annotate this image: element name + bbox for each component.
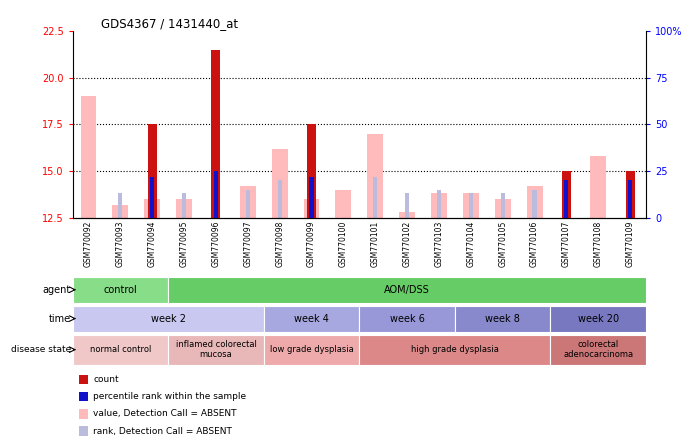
Bar: [628, 180, 632, 218]
Bar: [359, 305, 455, 332]
Bar: [551, 305, 646, 332]
Bar: [562, 171, 571, 218]
Bar: [495, 199, 511, 218]
Text: week 6: week 6: [390, 313, 424, 324]
Text: percentile rank within the sample: percentile rank within the sample: [93, 392, 247, 401]
Text: normal control: normal control: [90, 345, 151, 354]
Bar: [501, 193, 504, 218]
Bar: [214, 171, 218, 218]
Text: rank, Detection Call = ABSENT: rank, Detection Call = ABSENT: [93, 427, 232, 436]
Bar: [405, 193, 409, 218]
Bar: [310, 177, 314, 218]
Bar: [118, 193, 122, 218]
Bar: [565, 180, 569, 218]
Bar: [437, 190, 441, 218]
Text: week 8: week 8: [485, 313, 520, 324]
Text: week 4: week 4: [294, 313, 329, 324]
Bar: [264, 335, 359, 365]
Bar: [240, 186, 256, 218]
Bar: [81, 96, 97, 218]
Bar: [463, 193, 479, 218]
Bar: [211, 50, 220, 218]
Text: control: control: [104, 285, 138, 295]
Bar: [551, 335, 646, 365]
Bar: [310, 190, 314, 218]
Bar: [359, 335, 551, 365]
Bar: [399, 212, 415, 218]
Bar: [307, 124, 316, 218]
Text: low grade dysplasia: low grade dysplasia: [269, 345, 353, 354]
Bar: [168, 277, 646, 303]
Bar: [278, 180, 282, 218]
Text: count: count: [93, 375, 119, 384]
Bar: [628, 190, 632, 218]
Text: time: time: [49, 313, 71, 324]
Bar: [272, 149, 287, 218]
Bar: [625, 171, 634, 218]
Bar: [168, 335, 264, 365]
Bar: [590, 156, 606, 218]
Bar: [73, 305, 264, 332]
Text: AOM/DSS: AOM/DSS: [384, 285, 430, 295]
Bar: [303, 199, 319, 218]
Bar: [113, 205, 129, 218]
Bar: [73, 335, 168, 365]
Text: disease state: disease state: [11, 345, 71, 354]
Bar: [431, 193, 447, 218]
Bar: [176, 199, 192, 218]
Bar: [182, 193, 186, 218]
Bar: [148, 124, 157, 218]
Text: inflamed colorectal
mucosa: inflamed colorectal mucosa: [176, 340, 256, 359]
Bar: [527, 186, 542, 218]
Bar: [246, 190, 250, 218]
Bar: [73, 277, 168, 303]
Text: GDS4367 / 1431440_at: GDS4367 / 1431440_at: [101, 17, 238, 30]
Text: week 20: week 20: [578, 313, 619, 324]
Bar: [264, 305, 359, 332]
Bar: [150, 193, 154, 218]
Bar: [373, 177, 377, 218]
Bar: [368, 134, 384, 218]
Text: high grade dysplasia: high grade dysplasia: [411, 345, 499, 354]
Bar: [335, 190, 351, 218]
Text: week 2: week 2: [151, 313, 186, 324]
Bar: [150, 177, 154, 218]
Text: agent: agent: [43, 285, 71, 295]
Bar: [455, 305, 551, 332]
Text: value, Detection Call = ABSENT: value, Detection Call = ABSENT: [93, 409, 237, 418]
Text: colorectal
adenocarcinoma: colorectal adenocarcinoma: [563, 340, 634, 359]
Bar: [468, 193, 473, 218]
Bar: [144, 199, 160, 218]
Bar: [533, 190, 537, 218]
